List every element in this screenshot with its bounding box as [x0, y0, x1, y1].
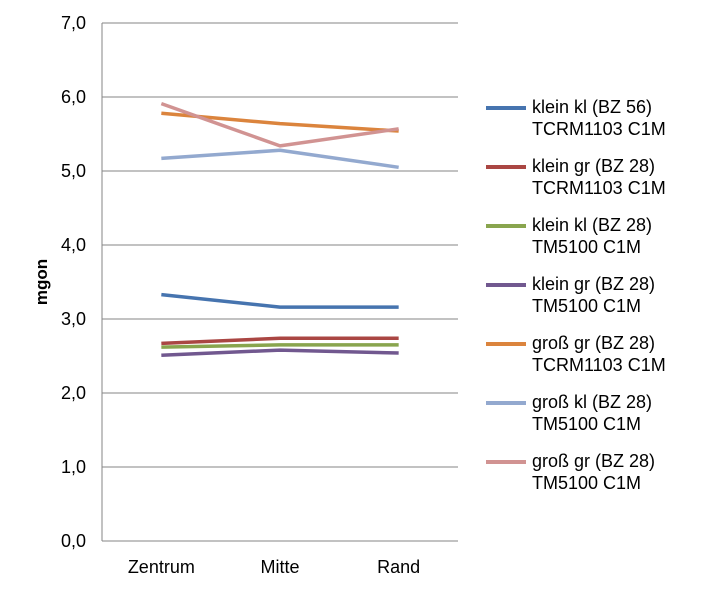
legend-label-line: TCRM1103 C1M — [532, 119, 666, 139]
legend-label-line: TM5100 C1M — [532, 414, 642, 434]
legend-label: groß kl (BZ 28) TM5100 C1M — [532, 391, 652, 435]
series-line-4 — [161, 348, 399, 358]
legend-label: klein kl (BZ 28) TM5100 C1M — [532, 214, 652, 258]
x-tick-label: Mitte — [260, 557, 299, 577]
legend-label-line: TCRM1103 C1M — [532, 355, 666, 375]
legend-label-line: groß kl (BZ 28) — [532, 392, 653, 412]
legend-label-line: klein kl (BZ 56) — [532, 97, 653, 117]
y-tick-label: 5,0 — [61, 161, 86, 181]
legend-swatch — [486, 165, 526, 169]
legend-label-line: TM5100 C1M — [532, 473, 642, 493]
legend-item: groß gr (BZ 28) TCRM1103 C1M — [486, 332, 706, 388]
legend-label-line: TM5100 C1M — [532, 296, 642, 316]
y-tick-label: 7,0 — [61, 13, 86, 33]
legend-swatch — [486, 283, 526, 287]
legend-item: groß gr (BZ 28) TM5100 C1M — [486, 450, 706, 506]
legend-label-line: TCRM1103 C1M — [532, 178, 666, 198]
legend-swatch — [486, 224, 526, 228]
gridlines — [101, 22, 458, 542]
series-lines — [160, 102, 399, 358]
x-tick-labels: Zentrum Mitte Rand — [128, 557, 420, 577]
legend-label: groß gr (BZ 28) TCRM1103 C1M — [532, 332, 666, 376]
legend-label: klein gr (BZ 28) TCRM1103 C1M — [532, 155, 666, 199]
legend-label-line: klein gr (BZ 28) — [532, 156, 656, 176]
y-tick-label: 2,0 — [61, 383, 86, 403]
legend-label-line: groß gr (BZ 28) — [532, 333, 656, 353]
legend-swatch — [486, 401, 526, 405]
legend-item: klein kl (BZ 28) TM5100 C1M — [486, 214, 706, 270]
legend-item: groß kl (BZ 28) TM5100 C1M — [486, 391, 706, 447]
y-tick-labels: 0,0 1,0 2,0 3,0 4,0 5,0 6,0 7,0 — [61, 13, 86, 551]
series-line-6 — [161, 148, 399, 170]
y-tick-label: 0,0 — [61, 531, 86, 551]
series-line-1 — [161, 292, 399, 309]
legend-item: klein gr (BZ 28) TCRM1103 C1M — [486, 155, 706, 211]
legend-label-line: klein gr (BZ 28) — [532, 274, 656, 294]
legend-item: klein gr (BZ 28) TM5100 C1M — [486, 273, 706, 329]
y-tick-label: 4,0 — [61, 235, 86, 255]
x-tick-label: Zentrum — [128, 557, 195, 577]
y-tick-label: 1,0 — [61, 457, 86, 477]
legend-label: groß gr (BZ 28) TM5100 C1M — [532, 450, 655, 494]
legend-swatch — [486, 342, 526, 346]
series-line-2 — [161, 336, 399, 346]
y-tick-label: 6,0 — [61, 87, 86, 107]
y-axis-label: mgon — [32, 259, 51, 305]
legend-label: klein gr (BZ 28) TM5100 C1M — [532, 273, 655, 317]
legend-item: klein kl (BZ 56) TCRM1103 C1M — [486, 96, 706, 152]
series-line-3 — [161, 343, 399, 349]
legend-label: klein kl (BZ 56) TCRM1103 C1M — [532, 96, 666, 140]
x-tick-label: Rand — [377, 557, 420, 577]
legend: klein kl (BZ 56) TCRM1103 C1M klein gr (BZ… — [486, 96, 706, 509]
legend-label-line: TM5100 C1M — [532, 237, 642, 257]
series-line-7 — [160, 102, 399, 148]
legend-label-line: groß gr (BZ 28) — [532, 451, 656, 471]
legend-swatch — [486, 106, 526, 110]
legend-label-line: klein kl (BZ 28) — [532, 215, 653, 235]
legend-swatch — [486, 460, 526, 464]
y-tick-label: 3,0 — [61, 309, 86, 329]
